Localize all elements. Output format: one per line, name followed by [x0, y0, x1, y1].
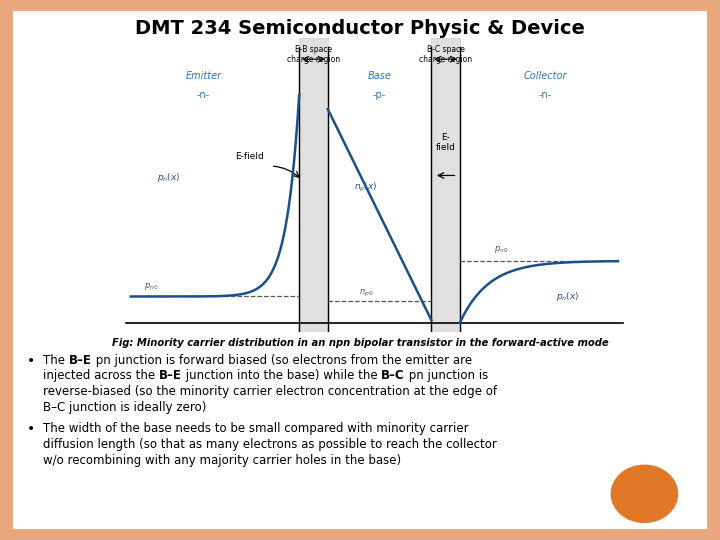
Text: B–C junction is ideally zero): B–C junction is ideally zero) [43, 401, 207, 414]
Text: $n_p(x)$: $n_p(x)$ [354, 181, 377, 194]
Text: junction into the base) while the: junction into the base) while the [182, 369, 382, 382]
Text: The width of the base needs to be small compared with minority carrier: The width of the base needs to be small … [43, 422, 469, 435]
Text: The: The [43, 354, 69, 367]
Text: Base: Base [368, 71, 392, 81]
Text: $p_{n0}$: $p_{n0}$ [144, 281, 158, 293]
Text: pn junction is forward biased (so electrons from the emitter are: pn junction is forward biased (so electr… [92, 354, 472, 367]
Text: E-field: E-field [235, 152, 264, 161]
Text: diffusion length (so that as many electrons as possible to reach the collector: diffusion length (so that as many electr… [43, 438, 497, 451]
Text: E-B space
charge region: E-B space charge region [287, 45, 340, 64]
Bar [300, 38, 328, 332]
Text: $n_{p0}$: $n_{p0}$ [359, 287, 373, 299]
Text: B-C space
charge region: B-C space charge region [419, 45, 472, 64]
Text: B–E: B–E [159, 369, 182, 382]
Text: pn junction is: pn junction is [405, 369, 488, 382]
Text: injected across the: injected across the [43, 369, 159, 382]
Text: w/o recombining with any majority carrier holes in the base): w/o recombining with any majority carrie… [43, 454, 401, 467]
Text: Emitter: Emitter [185, 71, 221, 81]
Text: $p_{n0}$: $p_{n0}$ [494, 245, 508, 255]
Text: B–C: B–C [382, 369, 405, 382]
Text: -n-: -n- [197, 90, 210, 100]
Bar [431, 38, 460, 332]
Text: E-
field: E- field [436, 132, 456, 152]
Text: -n-: -n- [539, 90, 552, 100]
Text: -p-: -p- [373, 90, 386, 100]
Text: B–E: B–E [69, 354, 92, 367]
Circle shape [611, 465, 678, 522]
Text: Collector: Collector [523, 71, 567, 81]
Text: reverse-biased (so the minority carrier electron concentration at the edge of: reverse-biased (so the minority carrier … [43, 385, 498, 398]
Text: $p_n(x)$: $p_n(x)$ [556, 290, 580, 303]
Text: Fig: Minority carrier distribution in an npn bipolar transistor in the forward-a: Fig: Minority carrier distribution in an… [112, 338, 608, 348]
Text: DMT 234 Semiconductor Physic & Device: DMT 234 Semiconductor Physic & Device [135, 19, 585, 38]
Text: $p_n(x)$: $p_n(x)$ [157, 171, 180, 184]
Text: •: • [27, 354, 35, 368]
Text: •: • [27, 422, 35, 436]
